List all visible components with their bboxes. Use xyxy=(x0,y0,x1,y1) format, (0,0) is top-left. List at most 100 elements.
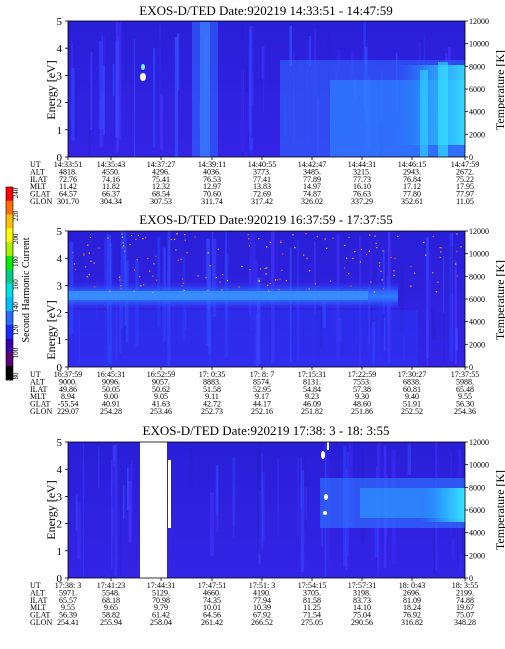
orbit-cell: 261.42 xyxy=(201,618,223,627)
scatter-dot xyxy=(152,291,154,294)
orbit-cell: 57.38 xyxy=(353,385,371,394)
scatter-dot xyxy=(397,235,399,237)
panel-3-spot-b xyxy=(327,440,329,450)
scatter-dot xyxy=(139,276,141,278)
scatter-dot xyxy=(308,288,310,290)
scatter-dot xyxy=(346,257,348,259)
orbit-cell: 64.57 xyxy=(59,190,77,199)
y2-tick-label: 0 xyxy=(469,574,473,583)
scatter-dot xyxy=(209,265,211,267)
orbit-row-label: UT xyxy=(30,581,41,590)
orbit-row-label: MLT xyxy=(30,182,46,191)
panel-1-cyan-region xyxy=(395,65,465,145)
texture-streak xyxy=(426,236,429,366)
colorbar-tick-label: 160 xyxy=(12,279,20,290)
texture-streak xyxy=(299,486,301,568)
orbit-cell: 2672. xyxy=(456,167,474,176)
orbit-cell: 76.63 xyxy=(353,190,371,199)
colorbar-swatch xyxy=(6,338,13,353)
texture-streak xyxy=(433,490,437,575)
orbit-cell: 17:15:31 xyxy=(298,370,326,379)
texture-streak xyxy=(212,238,217,317)
panel-1-ylabel: Energy [eV] xyxy=(44,60,58,119)
panel-3-white-stroke xyxy=(168,460,171,528)
texture-streak xyxy=(99,99,104,147)
orbit-cell: 56.39 xyxy=(59,611,77,620)
scatter-dot xyxy=(109,290,111,292)
orbit-cell: 68.54 xyxy=(152,190,170,199)
orbit-cell: 17:37:55 xyxy=(451,370,479,379)
y2-tick-label: 10000 xyxy=(469,250,489,259)
panel-1-white-spot xyxy=(140,73,146,81)
orbit-cell: 60.81 xyxy=(403,385,421,394)
orbit-cell: 76.53 xyxy=(203,175,221,184)
colorbar-swatch xyxy=(6,214,13,229)
orbit-cell: 12.32 xyxy=(152,182,170,191)
texture-streak xyxy=(75,493,78,531)
y-tick-label: 0 xyxy=(57,573,63,585)
orbit-cell: 17:41:23 xyxy=(97,581,125,590)
orbit-cell: 9.11 xyxy=(205,392,219,401)
texture-streak xyxy=(300,470,305,573)
orbit-cell: 9.40 xyxy=(405,392,419,401)
orbit-cell: 71.54 xyxy=(303,611,321,620)
orbit-cell: 14:35:43 xyxy=(97,160,125,169)
orbit-cell: 16:52:59 xyxy=(147,370,175,379)
texture-streak xyxy=(450,538,455,559)
texture-streak xyxy=(82,464,86,498)
orbit-cell: 9.00 xyxy=(104,392,118,401)
texture-streak xyxy=(171,455,173,572)
scatter-dot xyxy=(120,288,122,290)
panel-3: EXOS-D/TED Date:920219 17:38: 3 - 18: 3:… xyxy=(30,423,505,627)
orbit-cell: 58.82 xyxy=(102,611,120,620)
orbit-cell: 251.82 xyxy=(301,407,323,416)
orbit-row-label: GLON xyxy=(30,618,52,627)
colorbar-tick-label: 140 xyxy=(12,302,20,313)
orbit-row-label: MLT xyxy=(30,392,46,401)
texture-streak xyxy=(256,277,261,364)
scatter-dot xyxy=(129,244,131,246)
texture-streak xyxy=(241,22,244,156)
texture-streak xyxy=(399,265,404,333)
colorbar-label: Second Harmonic Current xyxy=(21,237,32,342)
y-tick-label: 5 xyxy=(57,437,63,449)
scatter-dot xyxy=(153,263,155,265)
orbit-cell: 14:33:51 xyxy=(54,160,82,169)
orbit-cell: 5129. xyxy=(152,588,170,597)
texture-streak xyxy=(245,66,248,92)
texture-streak xyxy=(177,33,180,91)
scatter-dot xyxy=(121,233,123,235)
panel-2-plot xyxy=(67,230,466,368)
y-tick-label: 4 xyxy=(57,464,63,476)
orbit-cell: 75.04 xyxy=(353,611,371,620)
orbit-cell: 17:57:31 xyxy=(348,581,376,590)
scatter-dot xyxy=(145,237,147,239)
orbit-cell: 4190. xyxy=(253,588,271,597)
orbit-cell: 9.55 xyxy=(61,603,75,612)
texture-streak xyxy=(118,21,122,141)
y2-tick-label: 0 xyxy=(469,153,473,162)
colorbar-swatches xyxy=(6,187,13,381)
orbit-row-label: GLON xyxy=(30,407,52,416)
texture-streak xyxy=(174,36,179,157)
orbit-cell: 83.73 xyxy=(353,596,371,605)
orbit-cell: 68.18 xyxy=(102,596,120,605)
orbit-cell: 76.92 xyxy=(403,611,421,620)
orbit-cell: 326.02 xyxy=(301,197,323,206)
texture-streak xyxy=(77,503,81,560)
orbit-cell: 81.58 xyxy=(303,596,321,605)
scatter-dot xyxy=(74,268,76,271)
orbit-cell: 14:40:55 xyxy=(248,160,276,169)
texture-streak xyxy=(131,459,133,518)
orbit-cell: 9.05 xyxy=(154,392,168,401)
scatter-dot xyxy=(180,258,182,260)
scatter-dot xyxy=(221,289,223,291)
scatter-dot xyxy=(93,262,95,264)
scatter-dot xyxy=(267,284,269,286)
orbit-cell: 14:39:11 xyxy=(198,160,226,169)
texture-streak xyxy=(113,445,116,467)
texture-streak xyxy=(339,318,342,344)
orbit-cell: 70.98 xyxy=(152,596,170,605)
orbit-cell: 72.69 xyxy=(253,190,271,199)
